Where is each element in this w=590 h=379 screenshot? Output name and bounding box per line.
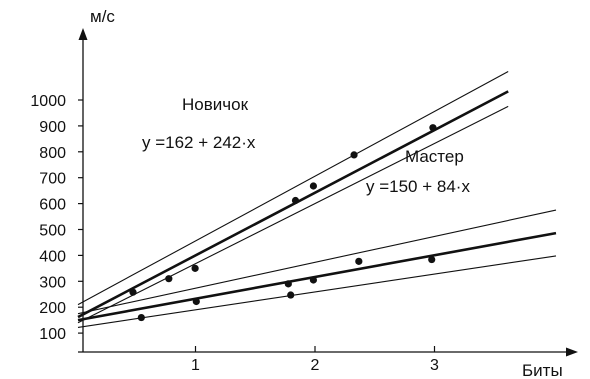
data-point-novice bbox=[309, 182, 318, 190]
y-axis-label: м/с bbox=[90, 7, 115, 26]
data-point-master bbox=[355, 257, 363, 265]
lower-bound-master bbox=[77, 255, 557, 328]
y-tick-label: 500 bbox=[39, 223, 66, 240]
ticks: 100 200 300 400 500 600 700 800 900 1000 1 2 3 bbox=[30, 93, 439, 374]
data-point-novice bbox=[350, 151, 358, 159]
upper-bound-novice bbox=[77, 71, 509, 306]
axes bbox=[78, 28, 578, 357]
y-tick-label: 200 bbox=[39, 300, 66, 317]
data-point-master bbox=[287, 291, 295, 299]
data-point-novice bbox=[291, 196, 300, 205]
y-tick-label: 1000 bbox=[30, 93, 66, 110]
x-tick-label: 1 bbox=[191, 357, 200, 374]
y-tick-label: 700 bbox=[39, 171, 66, 188]
lower-bound-novice bbox=[77, 105, 509, 324]
y-tick-label: 300 bbox=[39, 274, 66, 291]
data-point-master bbox=[428, 255, 436, 264]
data-point-master bbox=[192, 297, 200, 306]
data-point-novice bbox=[165, 275, 173, 283]
data-point-master bbox=[284, 280, 292, 288]
y-tick-label: 400 bbox=[39, 248, 66, 265]
series-label-master: Мастер bbox=[405, 147, 464, 166]
regression-line-novice bbox=[77, 90, 509, 319]
y-tick-label: 900 bbox=[39, 119, 66, 136]
x-tick-label: 3 bbox=[430, 357, 439, 374]
y-axis-arrow bbox=[78, 28, 88, 40]
equation-master: y =150 + 84·x bbox=[366, 177, 470, 196]
upper-bound-master bbox=[77, 209, 557, 315]
y-tick-label: 800 bbox=[39, 145, 66, 162]
regression-line-master bbox=[77, 231, 557, 322]
x-tick-label: 2 bbox=[311, 357, 320, 374]
x-axis-arrow bbox=[566, 347, 578, 357]
y-tick-label: 100 bbox=[39, 326, 66, 343]
equation-novice: y =162 + 242·x bbox=[142, 133, 256, 152]
data-point-novice bbox=[191, 264, 199, 272]
data-point-master bbox=[137, 313, 145, 322]
y-tick-label: 600 bbox=[39, 197, 66, 214]
series-label-novice: Новичок bbox=[182, 95, 249, 114]
x-axis-label: Биты bbox=[522, 361, 563, 379]
data-point-novice bbox=[429, 124, 437, 132]
data-point-master bbox=[309, 276, 318, 284]
data-point-novice bbox=[129, 288, 137, 296]
regression-lines bbox=[77, 71, 557, 328]
data-points bbox=[129, 124, 437, 322]
